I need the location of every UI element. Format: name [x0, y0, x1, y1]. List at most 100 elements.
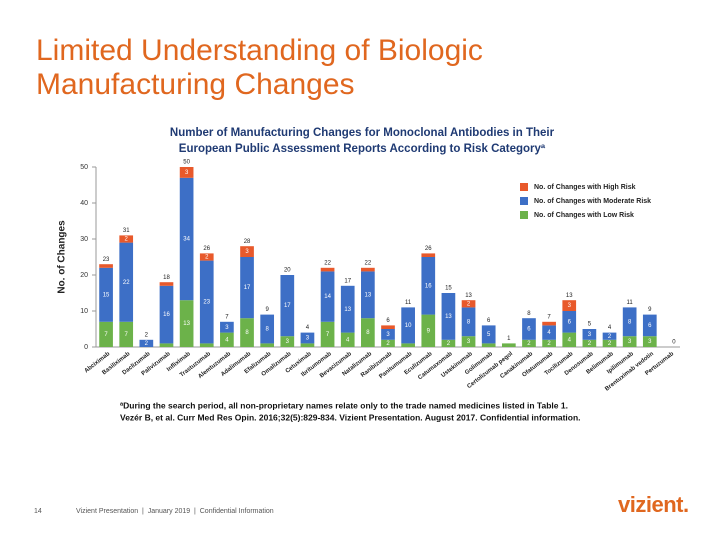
- segment-label: 2: [588, 341, 592, 347]
- chart: Number of Manufacturing Changes for Mono…: [57, 127, 680, 422]
- bar-segment: [401, 307, 415, 344]
- segment-label: 14: [324, 294, 331, 300]
- total-label: 7: [547, 314, 551, 320]
- segment-label: 13: [344, 307, 351, 313]
- segment-label: 3: [286, 339, 290, 345]
- bar-segment: [522, 339, 536, 347]
- segment-label: 2: [447, 341, 451, 347]
- total-label: 26: [425, 246, 432, 252]
- total-label: 11: [627, 300, 634, 306]
- segment-label: 17: [244, 285, 251, 291]
- page-number: 14: [34, 508, 42, 515]
- segment-label: 3: [467, 339, 471, 345]
- segment-label: 6: [648, 323, 652, 329]
- total-label: 2: [145, 332, 149, 338]
- segment-label: 4: [568, 337, 572, 343]
- bar-segment: [481, 343, 496, 347]
- bar-segment: [260, 314, 275, 344]
- segment-label: 13: [183, 321, 190, 327]
- bar-segment: [320, 321, 335, 347]
- bar-segment: [340, 285, 355, 333]
- total-label: 20: [284, 268, 291, 274]
- bar-segment: [622, 336, 637, 347]
- bar-segment: [381, 339, 395, 347]
- bar-segment: [441, 339, 456, 347]
- legend-swatch: [520, 197, 528, 205]
- segment-label: 3: [568, 303, 572, 309]
- bar-segment: [582, 329, 597, 340]
- bar-segment: [441, 293, 456, 340]
- total-label: 11: [405, 300, 412, 306]
- total-label: 13: [566, 293, 573, 299]
- bar-segment: [280, 275, 295, 337]
- logo: vizient.: [618, 492, 689, 517]
- segment-label: 5: [487, 332, 491, 338]
- bar-segment: [421, 314, 436, 347]
- segment-label: 3: [185, 170, 189, 176]
- bar-segment: [119, 321, 134, 347]
- bar-segment: [461, 300, 476, 308]
- total-label: 15: [445, 286, 452, 292]
- segment-label: 2: [608, 341, 612, 347]
- total-label: 6: [386, 318, 390, 324]
- legend-label: No. of Changes with Moderate Risk: [534, 198, 651, 205]
- title-line: Manufacturing Changes: [36, 68, 355, 101]
- segment-label: 16: [163, 312, 170, 318]
- total-label: 28: [244, 239, 251, 245]
- bar-segment: [119, 242, 134, 322]
- bar-segment: [99, 264, 113, 268]
- legend-label: No. of Changes with High Risk: [534, 184, 636, 191]
- segment-label: 9: [427, 328, 431, 334]
- bar-segment: [179, 167, 194, 178]
- segment-label: 3: [648, 339, 652, 345]
- segment-label: 4: [547, 330, 551, 336]
- segment-label: 2: [205, 255, 209, 261]
- segment-label: 7: [104, 332, 108, 338]
- y-tick-label: 10: [80, 308, 88, 315]
- bar-segment: [119, 235, 134, 243]
- segment-label: 8: [628, 319, 632, 325]
- bar-segment: [220, 332, 234, 347]
- bar-segment: [240, 246, 254, 257]
- bar-segment: [562, 332, 577, 347]
- bar-segment: [481, 325, 496, 344]
- bar-segment: [582, 339, 597, 347]
- bar-segment: [401, 343, 415, 347]
- total-label: 23: [103, 257, 110, 263]
- segment-label: 34: [183, 237, 190, 243]
- bar-segment: [220, 321, 234, 333]
- segment-label: 2: [608, 334, 612, 340]
- bar-segment: [179, 300, 194, 347]
- total-label: 9: [266, 307, 270, 313]
- segment-label: 4: [346, 337, 350, 343]
- bar-segment: [542, 339, 556, 347]
- bar-segment: [461, 307, 476, 337]
- footnote: Vezér B, et al. Curr Med Res Opin. 2016;…: [120, 412, 581, 422]
- bar-segment: [159, 285, 174, 344]
- bar-segment: [199, 253, 214, 261]
- segment-label: 2: [547, 341, 551, 347]
- y-axis-title: No. of Changes: [57, 220, 68, 294]
- segment-label: 23: [203, 300, 210, 306]
- total-label: 9: [648, 307, 652, 313]
- title-line: Limited Understanding of Biologic: [36, 34, 483, 67]
- bar-segment: [381, 325, 395, 329]
- bar-segment: [562, 311, 577, 333]
- total-label: 0: [672, 340, 676, 346]
- bar-segment: [199, 260, 214, 344]
- bar-segment: [280, 336, 295, 347]
- bar-segment: [361, 267, 375, 272]
- total-label: 4: [608, 325, 612, 331]
- y-tick-label: 50: [80, 164, 88, 171]
- bar-segment: [421, 257, 436, 315]
- bar-segment: [602, 332, 617, 340]
- segment-label: 2: [145, 341, 149, 347]
- segment-label: 13: [445, 314, 452, 320]
- bar-segment: [300, 332, 315, 344]
- segment-label: 7: [125, 332, 129, 338]
- chart-title: Number of Manufacturing Changes for Mono…: [170, 127, 555, 139]
- bar-segment: [159, 282, 174, 286]
- bar-segment: [361, 318, 375, 347]
- segment-label: 4: [225, 337, 229, 343]
- segment-label: 7: [326, 332, 330, 338]
